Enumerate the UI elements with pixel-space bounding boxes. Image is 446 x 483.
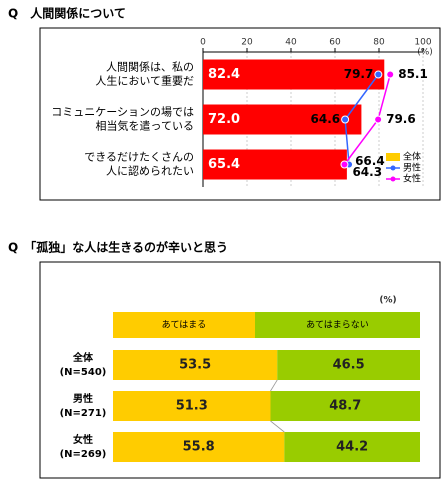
unit-label: (%) bbox=[417, 48, 433, 58]
x-tick-label: 0 bbox=[200, 38, 206, 48]
legend-label: 全体 bbox=[403, 151, 421, 163]
bar-segment bbox=[113, 391, 271, 421]
connector bbox=[270, 420, 285, 433]
point-label: 64.3 bbox=[352, 165, 382, 179]
data-label: 53.5 bbox=[179, 358, 211, 373]
point bbox=[374, 70, 383, 79]
data-label: 55.8 bbox=[183, 440, 215, 455]
category-label: (N=540) bbox=[60, 367, 107, 378]
point bbox=[340, 160, 349, 169]
data-label: 65.4 bbox=[208, 157, 240, 172]
unit-label: (%) bbox=[379, 296, 396, 306]
legend-label: 男性 bbox=[403, 162, 421, 174]
x-tick-label: 20 bbox=[241, 38, 253, 48]
chart-frame bbox=[39, 27, 441, 201]
category-label: 人間関係は、私の bbox=[106, 61, 194, 74]
bar-segment bbox=[277, 350, 420, 380]
legend-swatch bbox=[386, 153, 400, 161]
x-tick-label: 80 bbox=[373, 38, 385, 48]
category-label: 女性 bbox=[73, 433, 93, 446]
data-label: 48.7 bbox=[329, 399, 361, 414]
category-label: (N=269) bbox=[60, 449, 107, 460]
point bbox=[386, 70, 395, 79]
x-tick-label: 60 bbox=[329, 38, 341, 48]
chart-title: Q 「孤独」な人は生きるのが辛いと思う bbox=[8, 240, 228, 255]
data-label: 44.2 bbox=[336, 440, 368, 455]
data-label: 46.5 bbox=[333, 358, 365, 373]
category-label: 男性 bbox=[73, 392, 93, 405]
chart-title: Q 人間関係について bbox=[8, 6, 126, 21]
x-tick-label: 40 bbox=[285, 38, 297, 48]
x-tick-label: 100 bbox=[414, 38, 431, 48]
category-label: 人生において重要だ bbox=[95, 74, 194, 88]
legend-swatch bbox=[113, 312, 255, 338]
bar-segment bbox=[270, 391, 420, 421]
point-label: 79.6 bbox=[386, 112, 416, 126]
bar bbox=[203, 59, 385, 90]
bar-segment bbox=[113, 432, 285, 462]
category-label: コミュニケーションの場では bbox=[51, 106, 194, 119]
legend-swatch bbox=[255, 312, 420, 338]
category-label: できるだけたくさんの bbox=[84, 151, 194, 164]
point bbox=[341, 115, 350, 124]
legend-swatch bbox=[390, 165, 396, 171]
point-label: 66.4 bbox=[355, 154, 385, 168]
category-label: (N=271) bbox=[60, 408, 107, 419]
legend-label: あてはまらない bbox=[306, 320, 369, 331]
legend-label: あてはまる bbox=[162, 320, 207, 331]
bar bbox=[203, 149, 347, 180]
connector bbox=[270, 379, 278, 392]
category-label: 相当気を遣っている bbox=[96, 119, 194, 133]
category-label: 全体 bbox=[72, 351, 94, 364]
legend-label: 女性 bbox=[403, 173, 421, 185]
legend-swatch bbox=[390, 176, 396, 182]
point-label: 79.7 bbox=[344, 67, 374, 81]
point bbox=[374, 115, 383, 124]
bar bbox=[203, 104, 362, 135]
point-label: 85.1 bbox=[398, 67, 428, 81]
bar-segment bbox=[113, 350, 278, 380]
data-label: 51.3 bbox=[176, 399, 208, 414]
bar-segment bbox=[284, 432, 420, 462]
data-label: 82.4 bbox=[208, 67, 240, 82]
category-label: 人に認められたい bbox=[106, 164, 194, 178]
data-label: 72.0 bbox=[208, 112, 240, 127]
chart-frame bbox=[39, 261, 441, 479]
point-label: 64.6 bbox=[311, 112, 341, 126]
